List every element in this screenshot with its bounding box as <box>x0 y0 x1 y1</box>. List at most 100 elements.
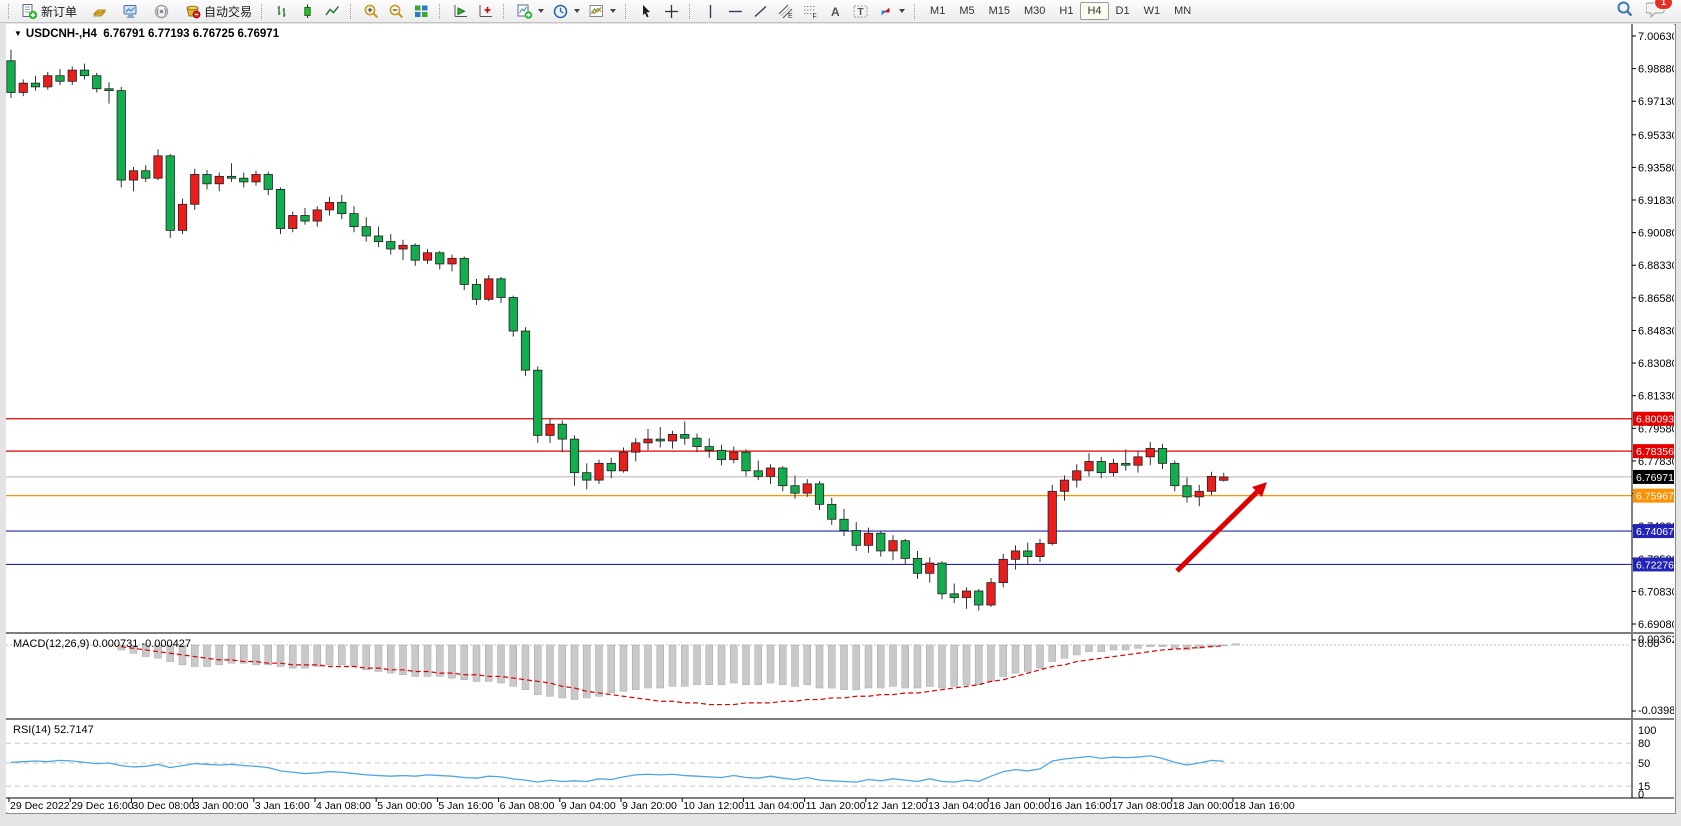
new-order-button[interactable]: 新订单 <box>17 0 81 22</box>
bar-chart-mode-button[interactable] <box>270 0 295 22</box>
timeframe-button-H1[interactable]: H1 <box>1059 5 1074 17</box>
macd-axis-label: 0.00 <box>1638 638 1659 650</box>
price-tick-label: 6.91830 <box>1638 195 1674 207</box>
auto-scroll-icon <box>452 3 469 20</box>
rsi-value: 52.7147 <box>50 724 94 736</box>
arrows-icon <box>877 3 894 20</box>
time-axis-label: 4 Jan 08:00 <box>316 800 371 812</box>
equidistant-channel-tool-button[interactable]: E <box>773 0 798 22</box>
trendline-tool-button[interactable] <box>748 0 773 22</box>
terminal-button[interactable] <box>118 0 143 22</box>
fibonacci-tool-button[interactable]: F <box>798 0 823 22</box>
price-marker-label: 6.74067 <box>1636 526 1674 538</box>
text-label-tool-button[interactable]: T <box>848 0 873 22</box>
price-marker-label: 6.75967 <box>1636 491 1674 503</box>
text-tool-button[interactable]: A <box>823 0 848 22</box>
price-marker-label: 6.80093 <box>1636 414 1674 426</box>
toolbar-grip <box>914 3 918 19</box>
periods-caret-icon <box>574 9 581 13</box>
timeframe-button-H4[interactable]: H4 <box>1080 2 1109 20</box>
auto-trading-button[interactable]: 自动交易 <box>180 0 256 22</box>
toolbar-grip <box>350 3 354 19</box>
macd-panel: 0.0036210.00 -0.039899 <box>6 634 1674 717</box>
chart-canvas[interactable]: 7.00630 6.98880 6.97130 6.95330 6.93580 6.918… <box>6 24 1674 812</box>
rsi-axis-label: 0 <box>1638 789 1644 801</box>
auto-trading-icon <box>184 3 201 20</box>
indicators-caret-icon <box>538 9 545 13</box>
arrows-tool-button[interactable] <box>873 0 909 22</box>
rsi-axis-label: 80 <box>1638 738 1650 750</box>
candlestick-series <box>6 49 1229 611</box>
time-axis-label: 11 Jan 20:00 <box>806 800 866 812</box>
timeframe-button-MN[interactable]: MN <box>1174 5 1192 17</box>
time-axis-label: 16 Jan 00:00 <box>989 800 1050 812</box>
indicators-button[interactable] <box>512 0 548 22</box>
timeframe-button-M1[interactable]: M1 <box>930 5 946 17</box>
time-axis-label: 9 Jan 20:00 <box>622 800 677 812</box>
zoom-out-icon <box>388 3 405 20</box>
price-tick-label: 6.93580 <box>1638 162 1674 174</box>
timeframe-button-M30[interactable]: M30 <box>1024 5 1046 17</box>
time-axis-label: 29 Dec 16:00 <box>71 800 134 812</box>
timeframe-button-W1[interactable]: W1 <box>1143 5 1161 17</box>
price-marker-label: 6.72276 <box>1636 559 1674 571</box>
line-chart-mode-button[interactable] <box>320 0 345 22</box>
periods-button[interactable] <box>548 0 584 22</box>
time-axis-label: 5 Jan 00:00 <box>377 800 432 812</box>
price-tick-label: 6.90080 <box>1638 228 1674 240</box>
zoom-in-button[interactable] <box>359 0 384 22</box>
rsi-axis-label: 15 <box>1638 781 1650 793</box>
price-tick-label: 6.98880 <box>1638 64 1674 76</box>
horizontal-line-objects[interactable] <box>6 418 1632 566</box>
indicators-icon <box>516 3 533 20</box>
auto-scroll-button[interactable] <box>448 0 473 22</box>
time-axis-label: 6 Jan 08:00 <box>500 800 555 812</box>
tile-windows-button[interactable] <box>409 0 434 22</box>
trend-arrow-annotation[interactable] <box>1175 482 1267 573</box>
cursor-tool-button[interactable] <box>634 0 659 22</box>
candlestick-mode-button[interactable] <box>295 0 320 22</box>
time-axis-label: 16 Jan 16:00 <box>1050 800 1111 812</box>
templates-button[interactable] <box>584 0 620 22</box>
notifications-button[interactable]: 1 <box>1645 0 1673 23</box>
horizontal-line-tool-button[interactable] <box>723 0 748 22</box>
price-tick-label: 6.86580 <box>1638 293 1674 305</box>
zoom-in-icon <box>363 3 380 20</box>
vertical-line-tool-button[interactable] <box>698 0 723 22</box>
signal-button[interactable] <box>149 0 174 22</box>
chart-shift-button[interactable] <box>473 0 498 22</box>
time-axis-label: 5 Jan 16:00 <box>438 800 493 812</box>
time-axis-label: 18 Jan 00:00 <box>1173 800 1234 812</box>
chart-shift-icon <box>477 3 494 20</box>
cursor-icon <box>638 3 655 20</box>
bar-chart-icon <box>274 3 291 20</box>
text-label-icon: T <box>852 3 869 20</box>
timeframe-button-M15[interactable]: M15 <box>988 5 1010 17</box>
fibonacci-icon: F <box>802 3 819 20</box>
rsi-axis-label: 100 <box>1638 725 1656 737</box>
macd-axis-label: 0.003621 <box>1638 634 1674 646</box>
new-order-label: 新订单 <box>41 4 78 19</box>
tile-windows-icon <box>413 3 430 20</box>
horizontal-line-icon <box>727 3 744 20</box>
price-tick-label: 7.00630 <box>1638 31 1674 43</box>
vertical-line-icon <box>702 3 719 20</box>
price-marker-labels: 6.80093 6.78356 6.75967 6.74067 6.72276 6.769… <box>1633 411 1674 572</box>
time-axis-label: 3 Jan 16:00 <box>255 800 310 812</box>
zoom-out-button[interactable] <box>384 0 409 22</box>
timeframe-button-D1[interactable]: D1 <box>1115 5 1130 17</box>
charts-button[interactable] <box>87 0 112 22</box>
notification-badge: 1 <box>1654 0 1673 10</box>
equidistant-channel-icon: E <box>777 3 794 20</box>
search-icon[interactable] <box>1616 0 1634 23</box>
rsi-axis-label: 50 <box>1638 758 1650 770</box>
price-tick-label: 6.81330 <box>1638 391 1674 403</box>
chart-collapse-icon[interactable]: ▼ <box>14 29 22 38</box>
chart-ohlc-values: 6.76791 6.77193 6.76725 6.76971 <box>103 28 280 40</box>
crosshair-tool-button[interactable] <box>659 0 684 22</box>
timeframe-button-M5[interactable]: M5 <box>959 5 975 17</box>
price-tick-label: 6.77830 <box>1638 456 1674 468</box>
text-icon: A <box>827 3 844 20</box>
toolbar-grip <box>439 3 443 19</box>
